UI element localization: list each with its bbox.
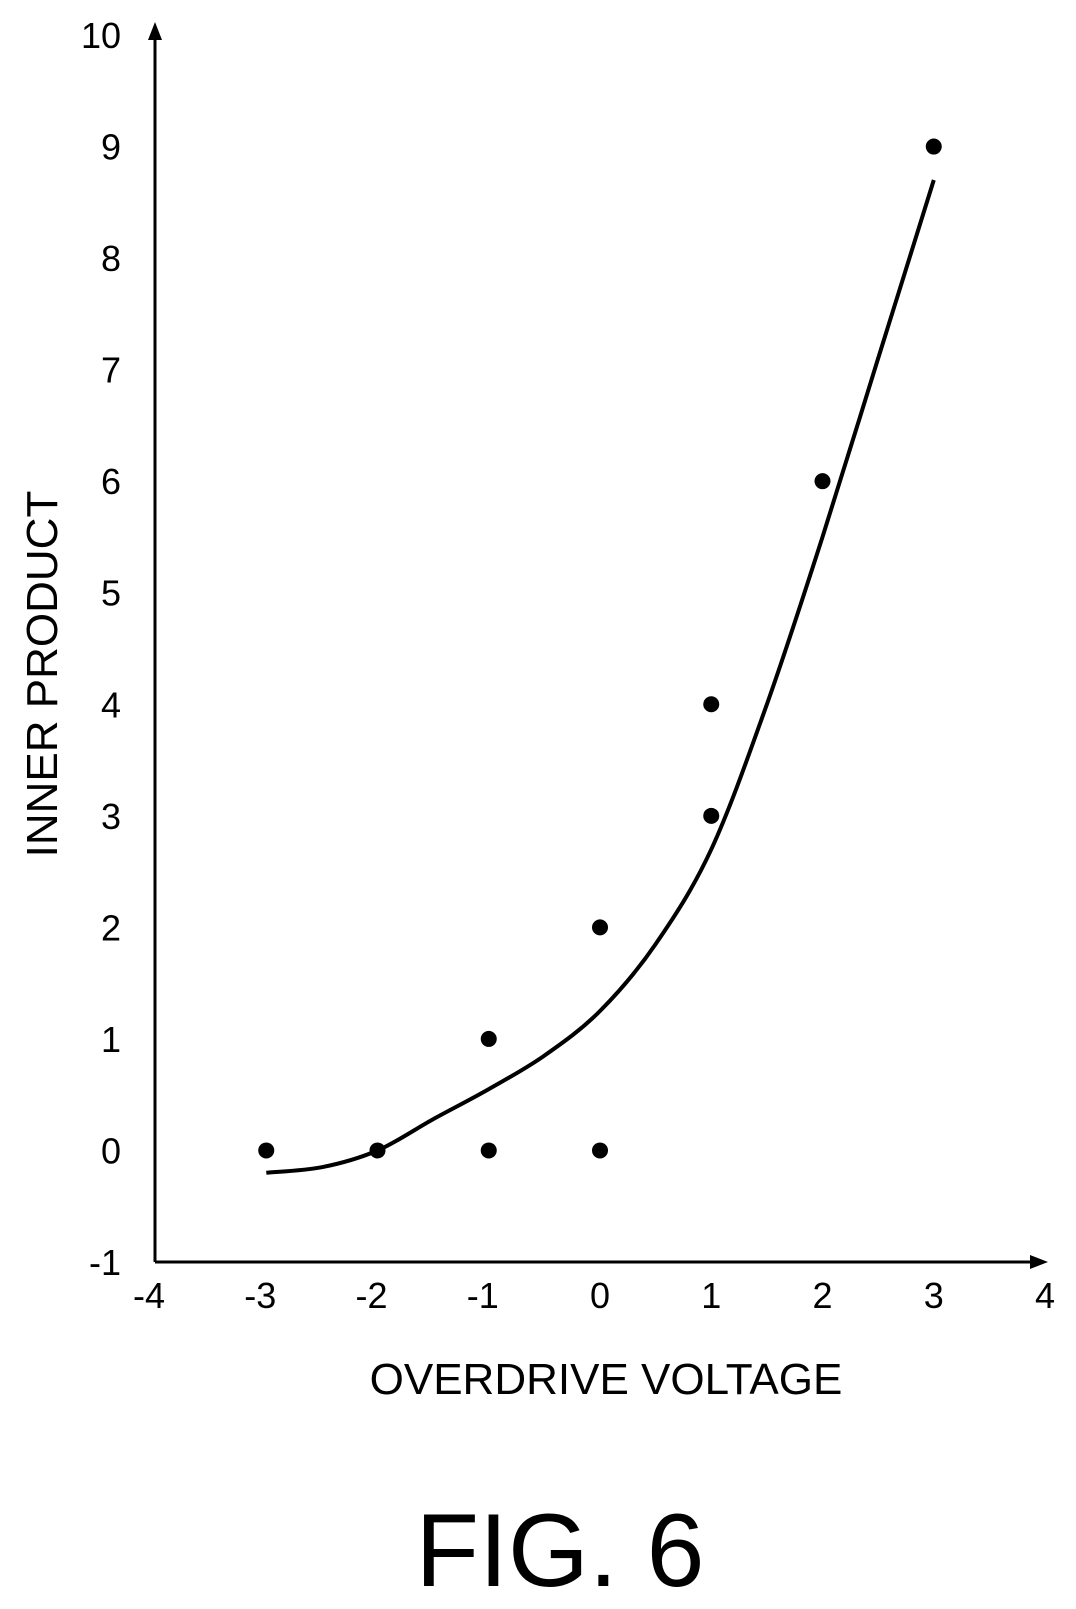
- x-tick-label: -3: [244, 1275, 276, 1316]
- data-point: [369, 1142, 386, 1159]
- data-point: [592, 1142, 608, 1159]
- x-axis-title: OVERDRIVE VOLTAGE: [370, 1355, 843, 1404]
- y-tick-label: 2: [101, 907, 121, 948]
- y-tick-label: 1: [101, 1019, 121, 1060]
- y-tick-label: 5: [101, 573, 121, 614]
- x-tick-label: -2: [355, 1275, 387, 1316]
- chart-axes: [148, 22, 1048, 1269]
- y-tick-labels: -1 0 1 2 3 4 5 6 7 8 9 10: [81, 15, 121, 1283]
- y-tick-label: 7: [101, 350, 121, 391]
- x-tick-label: 2: [812, 1275, 832, 1316]
- fit-curve: [266, 179, 936, 1175]
- data-point: [814, 473, 831, 490]
- data-point: [703, 807, 720, 824]
- x-axis-arrow: [1030, 1255, 1048, 1269]
- y-tick-label: 10: [81, 15, 121, 56]
- data-point: [592, 919, 608, 936]
- y-tick-label: 6: [101, 461, 121, 502]
- y-tick-label: 3: [101, 796, 121, 837]
- x-tick-label: -1: [467, 1275, 499, 1316]
- data-point: [258, 1142, 275, 1159]
- data-point: [480, 1142, 497, 1159]
- y-tick-label: 4: [101, 684, 121, 725]
- y-tick-label: 0: [101, 1130, 121, 1171]
- y-tick-label: 8: [101, 238, 121, 279]
- x-tick-label: 1: [701, 1275, 721, 1316]
- data-point: [703, 696, 720, 713]
- y-axis-arrow: [148, 22, 162, 40]
- y-tick-label: -1: [89, 1242, 121, 1283]
- y-axis-title: INNER PRODUCT: [18, 491, 67, 858]
- x-tick-label: -4: [133, 1275, 165, 1316]
- x-tick-label: 4: [1035, 1275, 1055, 1316]
- data-point: [480, 1030, 497, 1047]
- x-tick-label: 0: [590, 1275, 610, 1316]
- x-tick-label: 3: [924, 1275, 944, 1316]
- x-tick-labels: -4 -3 -2 -1 0 1 2 3 4: [133, 1275, 1055, 1316]
- figure-caption: FIG. 6: [416, 1493, 705, 1609]
- y-tick-label: 9: [101, 127, 121, 168]
- data-point: [925, 138, 942, 155]
- data-points: [258, 138, 942, 1159]
